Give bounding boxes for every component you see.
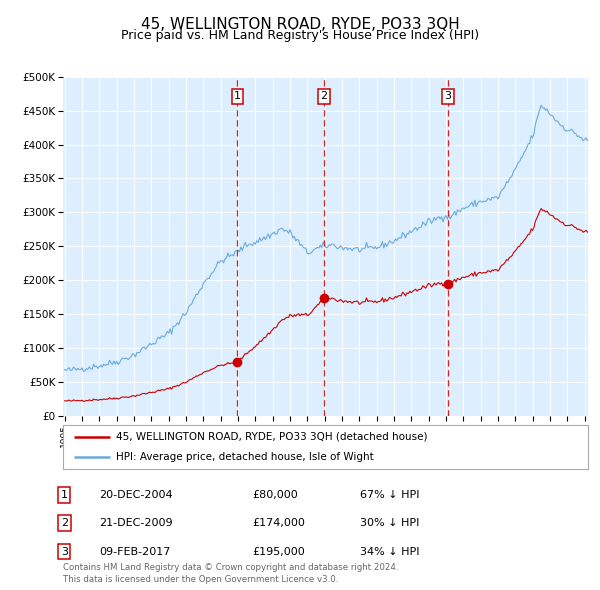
Text: Price paid vs. HM Land Registry's House Price Index (HPI): Price paid vs. HM Land Registry's House … — [121, 30, 479, 42]
Text: 30% ↓ HPI: 30% ↓ HPI — [360, 518, 419, 528]
Text: 09-FEB-2017: 09-FEB-2017 — [99, 546, 170, 556]
Text: 1: 1 — [61, 490, 68, 500]
Text: 3: 3 — [61, 546, 68, 556]
Text: 21-DEC-2009: 21-DEC-2009 — [99, 518, 173, 528]
Text: 3: 3 — [445, 91, 451, 101]
Text: 2: 2 — [320, 91, 328, 101]
Text: 1: 1 — [234, 91, 241, 101]
Text: 2: 2 — [61, 518, 68, 528]
Text: £80,000: £80,000 — [252, 490, 298, 500]
Text: 67% ↓ HPI: 67% ↓ HPI — [360, 490, 419, 500]
Text: £174,000: £174,000 — [252, 518, 305, 528]
Text: 20-DEC-2004: 20-DEC-2004 — [99, 490, 173, 500]
Text: 34% ↓ HPI: 34% ↓ HPI — [360, 546, 419, 556]
Text: 45, WELLINGTON ROAD, RYDE, PO33 3QH: 45, WELLINGTON ROAD, RYDE, PO33 3QH — [140, 17, 460, 31]
Text: Contains HM Land Registry data © Crown copyright and database right 2024.
This d: Contains HM Land Registry data © Crown c… — [63, 563, 398, 584]
Text: £195,000: £195,000 — [252, 546, 305, 556]
Text: HPI: Average price, detached house, Isle of Wight: HPI: Average price, detached house, Isle… — [115, 452, 373, 462]
Text: 45, WELLINGTON ROAD, RYDE, PO33 3QH (detached house): 45, WELLINGTON ROAD, RYDE, PO33 3QH (det… — [115, 432, 427, 442]
